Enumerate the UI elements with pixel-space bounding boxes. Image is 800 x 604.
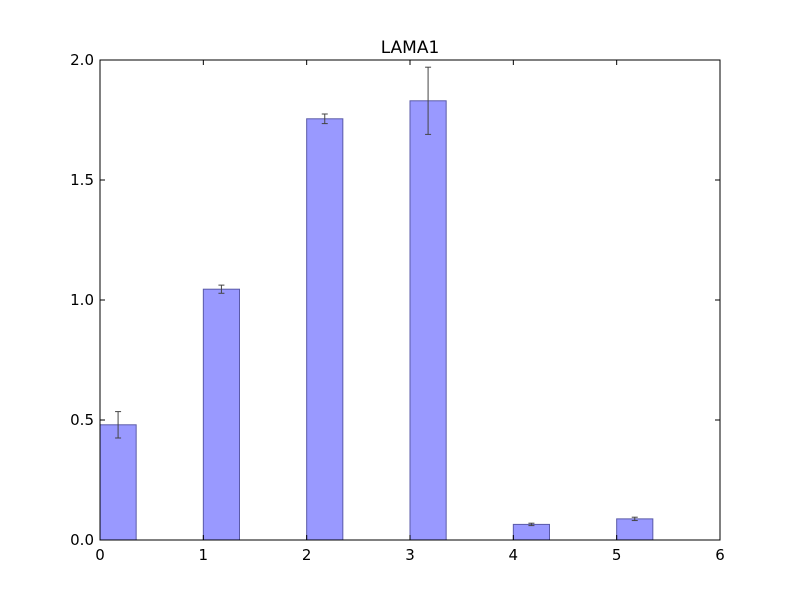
y-tick-label-3: 1.5 bbox=[70, 171, 94, 189]
ticks-layer bbox=[99, 59, 721, 541]
x-tick-label-3: 3 bbox=[405, 546, 415, 564]
x-tick-label-2: 2 bbox=[302, 546, 312, 564]
error-bar-2 bbox=[321, 113, 328, 125]
y-tick-label-1: 0.5 bbox=[70, 411, 94, 429]
y-tick-label-0: 0.0 bbox=[70, 531, 94, 549]
bar-3 bbox=[409, 100, 447, 541]
bar-2 bbox=[306, 118, 344, 541]
bar-4 bbox=[512, 523, 550, 541]
error-bar-0 bbox=[115, 411, 122, 439]
bar-5 bbox=[616, 518, 654, 541]
x-tick-label-1: 1 bbox=[199, 546, 209, 564]
x-tick-label-5: 5 bbox=[612, 546, 622, 564]
x-tick-label-0: 0 bbox=[95, 546, 105, 564]
error-bar-4 bbox=[528, 522, 535, 527]
bars-layer bbox=[99, 100, 654, 541]
x-tick-label-6: 6 bbox=[715, 546, 725, 564]
chart-title: LAMA1 bbox=[381, 38, 440, 58]
x-axis-tick-labels: 0 1 2 3 4 5 6 bbox=[95, 546, 725, 564]
x-tick-label-4: 4 bbox=[509, 546, 519, 564]
error-bar-3 bbox=[425, 66, 432, 135]
error-bar-5 bbox=[631, 516, 638, 522]
error-bar-1 bbox=[218, 284, 225, 294]
y-axis-tick-labels: 0.0 0.5 1.0 1.5 2.0 bbox=[70, 51, 94, 549]
error-bars-layer bbox=[115, 66, 638, 527]
y-tick-label-2: 1.0 bbox=[70, 291, 94, 309]
bar-1 bbox=[202, 288, 240, 541]
bar-0 bbox=[99, 424, 137, 541]
y-tick-label-4: 2.0 bbox=[70, 51, 94, 69]
